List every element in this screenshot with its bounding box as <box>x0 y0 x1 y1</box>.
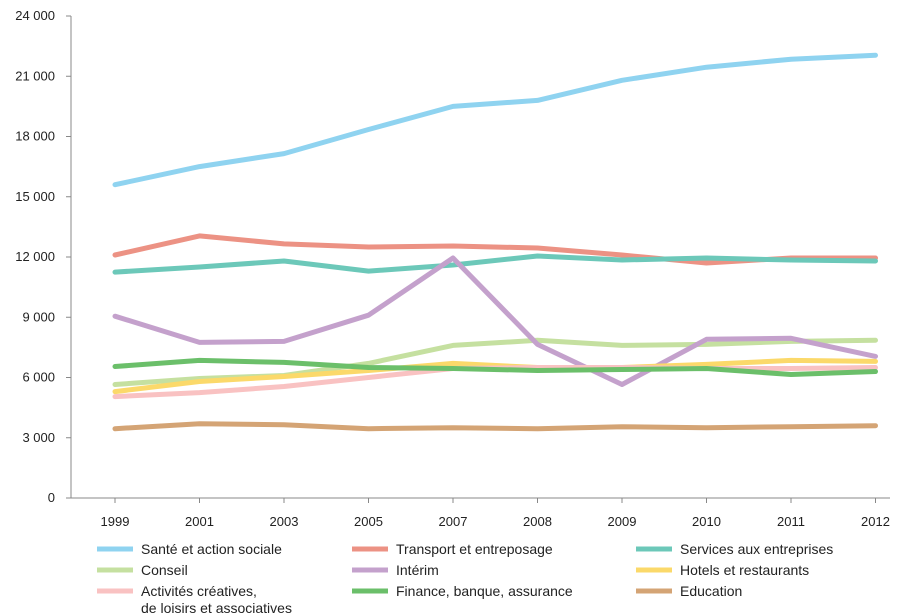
legend-label-5: Hotels et restaurants <box>680 562 809 578</box>
legend-label-0: Santé et action sociale <box>141 541 282 557</box>
y-tick-label: 18 000 <box>15 129 55 144</box>
x-tick-label: 2001 <box>185 514 214 529</box>
y-tick-label: 12 000 <box>15 249 55 264</box>
x-tick-label: 2009 <box>608 514 637 529</box>
legend-label-1: Transport et entreposage <box>396 541 553 557</box>
legend-label-6: Activités créatives, <box>141 583 257 599</box>
series-line-8 <box>112 421 878 432</box>
x-tick-label: 2007 <box>439 514 468 529</box>
y-tick-label: 9 000 <box>22 309 55 324</box>
x-tick-label: 2010 <box>692 514 721 529</box>
series-lines <box>112 52 878 432</box>
y-tick-label: 0 <box>48 490 55 505</box>
x-tick-label: 2008 <box>523 514 552 529</box>
y-tick-label: 3 000 <box>22 430 55 445</box>
x-tick-label: 2003 <box>270 514 299 529</box>
series-line-0 <box>112 52 878 188</box>
series-line-2 <box>112 253 878 275</box>
legend-label-3: Conseil <box>141 562 188 578</box>
legend-label-4: Intérim <box>396 562 439 578</box>
x-tick-label: 2005 <box>354 514 383 529</box>
x-tick-label: 1999 <box>101 514 130 529</box>
series-line-4 <box>112 255 878 387</box>
y-tick-label: 24 000 <box>15 8 55 23</box>
legend: Santé et action sociale Transport et entr… <box>97 541 833 615</box>
series-line-7 <box>112 357 878 377</box>
x-tick-label: 2012 <box>861 514 890 529</box>
legend-label-2: Services aux entreprises <box>680 541 833 557</box>
legend-label-7: Finance, banque, assurance <box>396 583 573 599</box>
legend-label-8: Education <box>680 583 742 599</box>
y-axis-ticks: 0 3 000 6 000 9 000 12 000 15 000 18 000 21 000… <box>15 8 71 505</box>
series-line-5 <box>112 357 878 395</box>
x-axis-ticks: 1999 2001 2003 2005 2007 2008 2009 2010 2011 2012 <box>101 498 890 529</box>
legend-label-6: de loisirs et associatives <box>141 600 292 615</box>
y-tick-label: 15 000 <box>15 189 55 204</box>
y-tick-label: 6 000 <box>22 370 55 385</box>
y-tick-label: 21 000 <box>15 68 55 83</box>
x-tick-label: 2011 <box>777 514 805 529</box>
